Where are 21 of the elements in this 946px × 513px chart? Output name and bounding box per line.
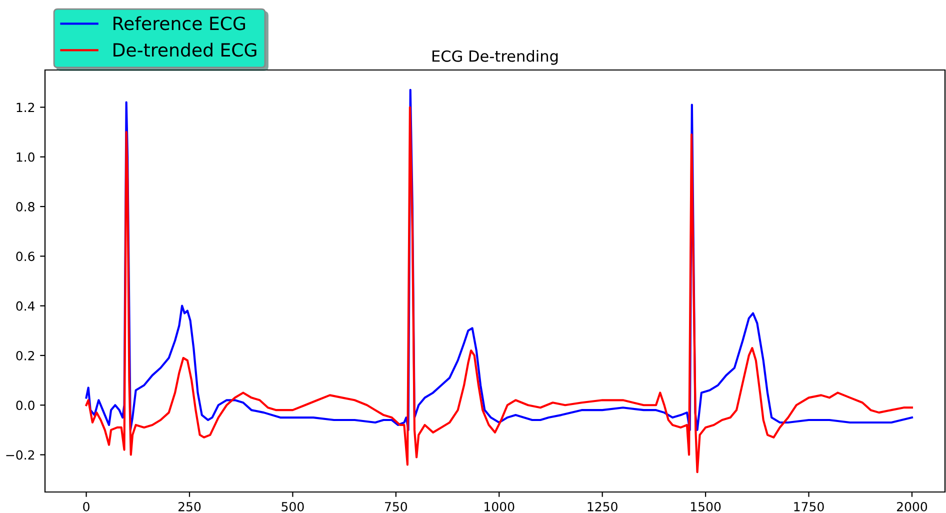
x-tick-label: 0 bbox=[83, 502, 90, 512]
y-tick-label: 0.2 bbox=[16, 350, 34, 360]
y-tick-label: 0.8 bbox=[16, 202, 34, 212]
x-tick-label: 1000 bbox=[484, 502, 514, 512]
x-tick-label: 500 bbox=[282, 502, 304, 512]
line-series bbox=[85, 106, 914, 474]
chart-title: ECG De-trending bbox=[432, 50, 558, 65]
y-tick-label: 0.0 bbox=[16, 400, 34, 410]
x-tick-label: 1500 bbox=[691, 502, 721, 512]
legend-label: De-trended ECG bbox=[114, 42, 256, 57]
y-tick-label: 1.2 bbox=[16, 102, 34, 112]
y-tick-label: 0.6 bbox=[16, 252, 34, 262]
y-tick-label: 1.0 bbox=[16, 152, 34, 162]
y-tick-label: −0.2 bbox=[6, 450, 34, 460]
x-tick-label: 2000 bbox=[896, 502, 928, 512]
x-tick-label: 1250 bbox=[588, 502, 618, 512]
legend-label: Reference ECG bbox=[114, 16, 245, 30]
x-tick-label: 1750 bbox=[794, 502, 824, 512]
y-tick-label: 0.4 bbox=[16, 301, 35, 311]
x-tick-label: 750 bbox=[385, 502, 408, 512]
x-tick-label: 250 bbox=[178, 502, 201, 512]
